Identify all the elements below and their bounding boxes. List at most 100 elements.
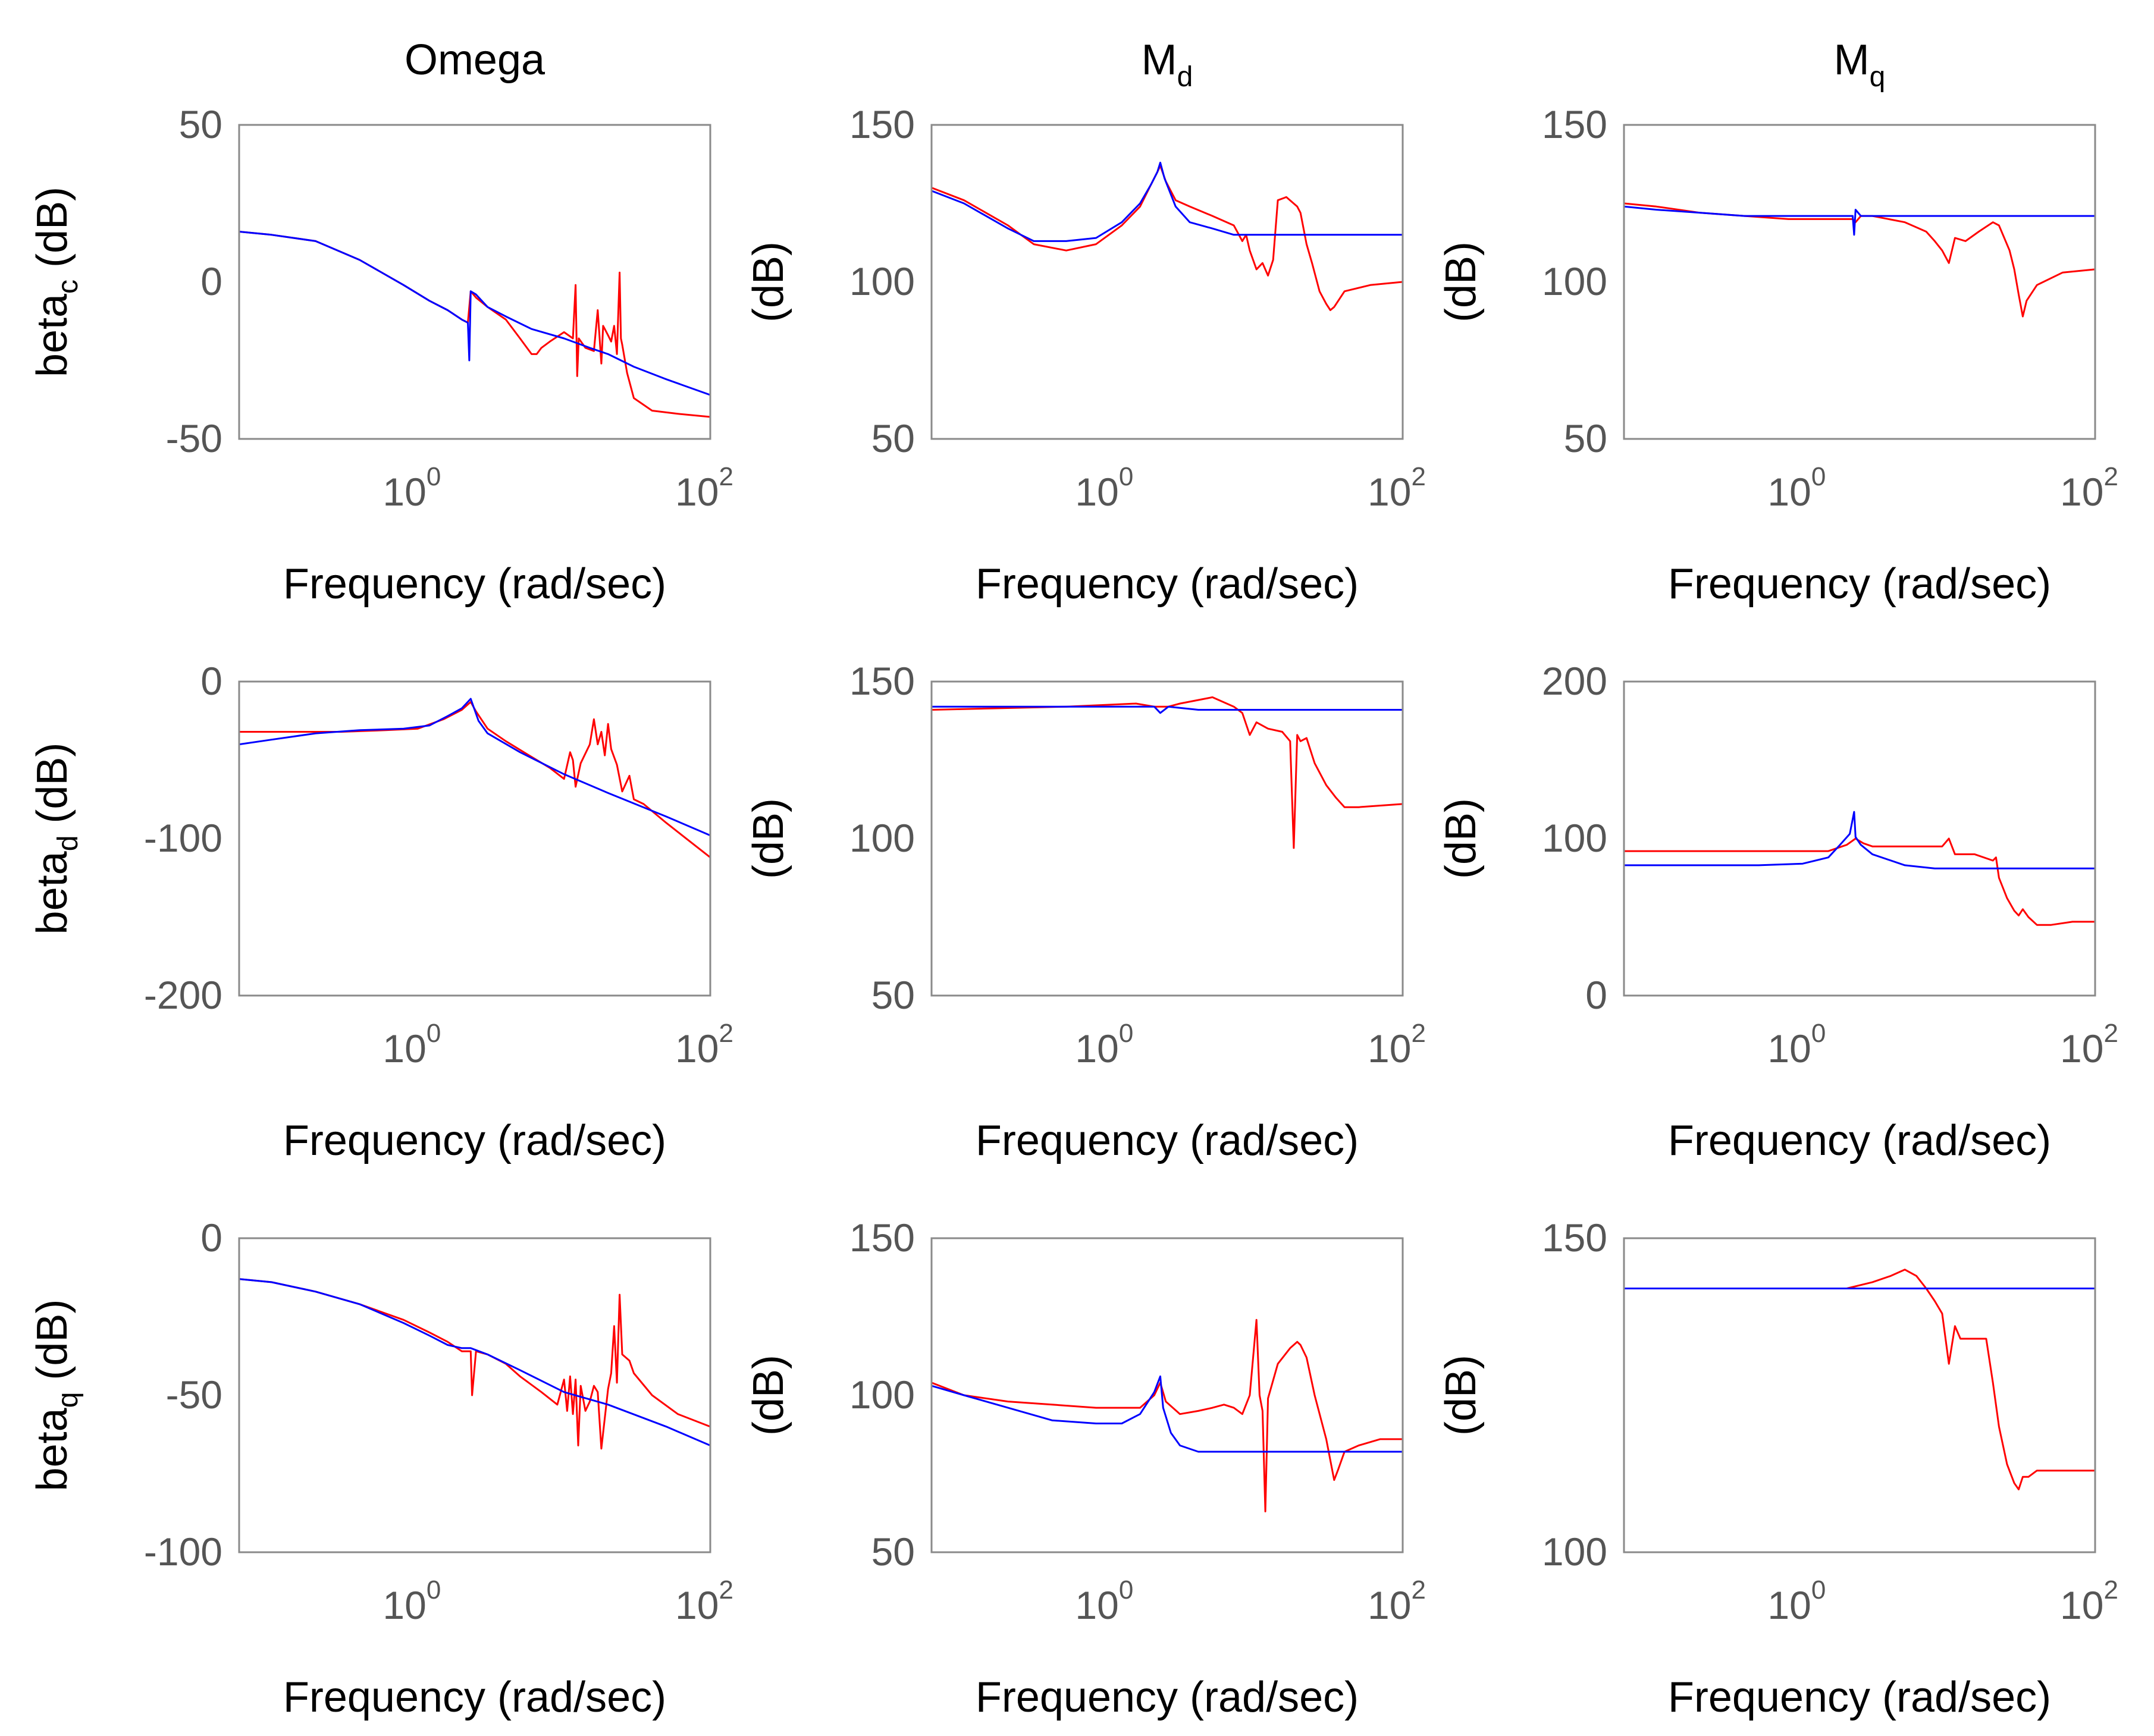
x-tick-exponent: 2	[2103, 1019, 2118, 1048]
series-line-red	[932, 1319, 1403, 1512]
y-tick-label: -100	[144, 1530, 222, 1574]
y-tick-label: 50	[871, 1530, 915, 1574]
x-axis-label: Frequency (rad/sec)	[1668, 1674, 2051, 1721]
x-tick-label: 102	[1368, 1575, 1426, 1627]
series-line-blue	[1624, 811, 2095, 869]
y-label-unit: (dB)	[745, 798, 792, 879]
y-tick-label: 0	[1585, 973, 1607, 1017]
column-title-2: Mq	[1834, 36, 1886, 93]
series-line-red	[932, 696, 1403, 849]
x-tick-exponent: 0	[427, 1575, 441, 1605]
x-tick-exponent: 2	[719, 1575, 733, 1605]
x-axis-label: Frequency (rad/sec)	[283, 1117, 666, 1164]
y-tick-label: 0	[200, 259, 222, 303]
x-tick-label: 102	[1368, 1019, 1426, 1071]
y-tick-label: 100	[1542, 259, 1607, 303]
y-tick-label: 0	[200, 1216, 222, 1260]
series-group	[239, 1278, 710, 1450]
x-tick-label: 100	[1075, 1575, 1133, 1627]
axes-box	[1623, 1237, 2096, 1553]
x-tick-label: 102	[2060, 462, 2118, 514]
y-label-unit: (dB)	[745, 1355, 792, 1436]
x-tick-exponent: 2	[1411, 1019, 1425, 1048]
y-label-main: beta	[29, 293, 76, 377]
y-axis-label: betaq (dB)	[29, 1299, 84, 1492]
x-tick-label: 100	[1767, 1019, 1826, 1071]
series-line-red	[239, 1278, 710, 1450]
y-axis-label: (dB)	[745, 798, 792, 879]
x-tick-label: 102	[675, 1019, 733, 1071]
y-axis-label: (dB)	[745, 1355, 792, 1436]
series-line-blue	[239, 698, 710, 837]
series-group	[1624, 1269, 2095, 1490]
x-tick-base: 10	[675, 1026, 719, 1071]
y-tick-label: -50	[166, 1373, 222, 1417]
x-tick-exponent: 0	[1811, 1019, 1826, 1048]
series-group	[1624, 811, 2095, 926]
y-tick-label: 0	[200, 659, 222, 703]
series-group	[239, 231, 710, 418]
axes-box	[238, 680, 711, 997]
x-tick-base: 10	[2060, 470, 2103, 514]
y-axis-label: betad (dB)	[29, 743, 84, 935]
column-title-main: M	[1834, 36, 1870, 84]
y-tick-label: 150	[849, 659, 915, 703]
column-title-main: Omega	[405, 36, 545, 84]
x-tick-base: 10	[1075, 1583, 1118, 1627]
x-tick-exponent: 0	[1811, 1575, 1826, 1605]
y-label-main: beta	[29, 1407, 76, 1491]
y-tick-label: 50	[871, 973, 915, 1017]
x-tick-label: 102	[675, 1575, 733, 1627]
x-tick-exponent: 0	[427, 462, 441, 491]
x-tick-label: 102	[1368, 462, 1426, 514]
x-tick-exponent: 0	[1811, 462, 1826, 491]
y-tick-label: 100	[1542, 816, 1607, 860]
column-title-main: M	[1142, 36, 1177, 84]
series-line-blue	[932, 161, 1403, 242]
axes-box	[238, 1237, 711, 1553]
x-tick-exponent: 2	[1411, 1575, 1425, 1605]
axes-box	[238, 124, 711, 440]
x-tick-exponent: 0	[1119, 462, 1133, 491]
x-tick-exponent: 2	[2103, 1575, 2118, 1605]
x-tick-base: 10	[1368, 1026, 1411, 1071]
axes-box	[1623, 124, 2096, 440]
y-label-unit: (dB)	[1437, 798, 1485, 879]
y-tick-label: 150	[1542, 1216, 1607, 1260]
column-titles: Omega Md Mq	[405, 36, 1885, 93]
x-tick-base: 10	[1368, 470, 1411, 514]
y-tick-label: 50	[871, 416, 915, 460]
x-axis-label: Frequency (rad/sec)	[283, 560, 666, 608]
y-tick-label: 50	[1564, 416, 1607, 460]
column-title-sub: q	[1870, 61, 1886, 93]
x-tick-base: 10	[1767, 1583, 1811, 1627]
series-line-blue	[239, 1278, 710, 1446]
y-label-sub: q	[52, 1392, 84, 1408]
x-tick-label: 102	[2060, 1019, 2118, 1071]
x-axis-label: Frequency (rad/sec)	[1668, 560, 2051, 608]
axes-box	[930, 1237, 1404, 1553]
x-axis-label: Frequency (rad/sec)	[976, 1117, 1359, 1164]
axes-box	[1623, 680, 2096, 997]
x-tick-label: 100	[382, 1575, 441, 1627]
y-axis-label: (dB)	[1437, 798, 1485, 879]
x-tick-exponent: 0	[1119, 1575, 1133, 1605]
x-tick-exponent: 2	[2103, 462, 2118, 491]
y-tick-label: -200	[144, 973, 222, 1017]
series-line-blue	[932, 705, 1403, 714]
y-label-unit: (dB)	[29, 1299, 76, 1392]
series-line-blue	[1624, 205, 2095, 236]
y-axis-label: (dB)	[745, 241, 792, 322]
x-tick-label: 100	[1075, 462, 1133, 514]
axes-box	[930, 124, 1404, 440]
x-axis-label: Frequency (rad/sec)	[976, 1674, 1359, 1721]
axes-box	[930, 680, 1404, 997]
y-label-unit: (dB)	[29, 187, 76, 280]
x-tick-base: 10	[1767, 1026, 1811, 1071]
